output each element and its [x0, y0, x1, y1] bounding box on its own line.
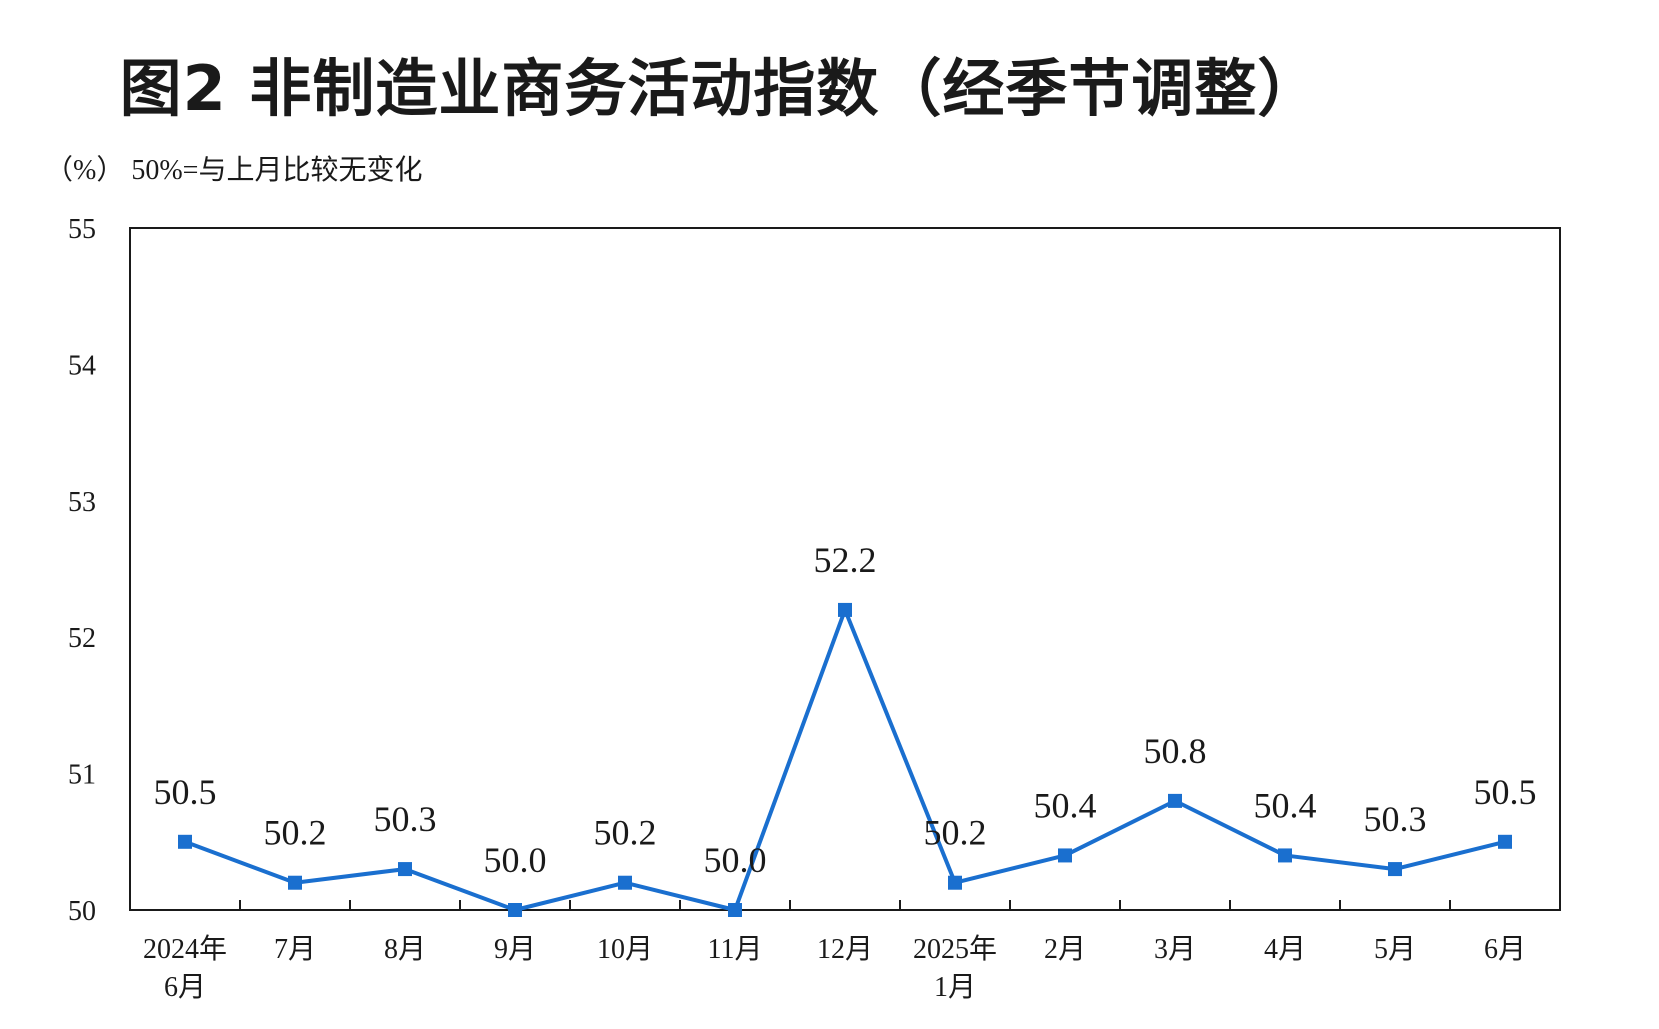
- x-tick-label: 10月: [597, 934, 653, 965]
- data-point-marker: [838, 602, 852, 617]
- data-label: 50.3: [1364, 799, 1427, 839]
- x-tick-label-line: 6月: [1484, 934, 1526, 965]
- data-label: 50.2: [264, 813, 327, 853]
- x-tick-label-line: 2025年: [913, 933, 997, 965]
- data-label: 50.0: [484, 840, 547, 880]
- x-tick-label-line: 12月: [817, 934, 873, 965]
- plot-frame: [129, 227, 1561, 911]
- x-tick-label-line: 3月: [1154, 934, 1196, 965]
- data-point-marker: [728, 903, 742, 917]
- y-tick-label: 55: [68, 214, 96, 245]
- x-tick-label: 7月: [274, 934, 316, 965]
- x-tick-label: 8月: [384, 934, 426, 965]
- x-tick-label-line: 2024年: [143, 933, 227, 965]
- x-tick-label: 2月: [1044, 934, 1086, 965]
- x-tick-label: 2024年 6月: [143, 933, 227, 1003]
- data-point-marker: [508, 903, 522, 917]
- x-tick-label-line: 4月: [1264, 934, 1306, 965]
- data-point-marker: [398, 862, 412, 877]
- unit-note: （%） 50%=与上月比较无变化: [45, 155, 423, 186]
- x-tick-label: 2025年 1月: [913, 933, 997, 1003]
- x-tick-label-line: 11月: [708, 934, 763, 965]
- y-tick-label: 50: [68, 896, 96, 927]
- x-tick-label: 6月: [1484, 934, 1526, 965]
- data-point-marker: [948, 875, 962, 890]
- x-tick-label-line: 5月: [1374, 934, 1416, 965]
- data-label: 50.5: [1474, 772, 1537, 812]
- series-line: [184, 607, 1506, 912]
- data-label: 50.3: [374, 799, 437, 839]
- x-tick-label-line: 8月: [384, 934, 426, 965]
- data-point-marker: [1498, 834, 1512, 849]
- x-tick-label: 12月: [817, 934, 873, 965]
- data-label: 50.4: [1034, 785, 1097, 825]
- data-point-marker: [1168, 793, 1182, 808]
- data-label: 50.4: [1254, 785, 1317, 825]
- chart-title: 图2 非制造业商务活动指数（经季节调整）: [119, 52, 1321, 125]
- x-tick-label-line: 6月: [164, 972, 206, 1003]
- data-point-marker: [618, 875, 632, 890]
- x-tick-label: 11月: [708, 934, 763, 965]
- data-label: 50.5: [154, 772, 217, 812]
- data-point-marker: [1058, 848, 1072, 863]
- x-tick-label-line: 7月: [274, 934, 316, 965]
- data-point-marker: [178, 834, 192, 849]
- data-point-marker: [1278, 848, 1292, 863]
- data-label: 50.2: [594, 813, 657, 853]
- x-tick-label-line: 10月: [597, 934, 653, 965]
- y-tick-label: 54: [68, 350, 96, 381]
- data-label: 50.2: [924, 813, 987, 853]
- data-label: 50.8: [1144, 731, 1207, 771]
- x-tick-label: 5月: [1374, 934, 1416, 965]
- data-point-marker: [1388, 862, 1402, 877]
- x-tick-label-line: 1月: [934, 972, 976, 1003]
- x-tick-label: 9月: [494, 934, 536, 965]
- y-tick-label: 53: [68, 487, 96, 518]
- x-tick-label: 4月: [1264, 934, 1306, 965]
- x-tick-label-line: 9月: [494, 934, 536, 965]
- data-point-marker: [288, 875, 302, 890]
- x-tick-label: 3月: [1154, 934, 1196, 965]
- data-label: 52.2: [814, 540, 877, 580]
- y-tick-label: 52: [68, 623, 96, 654]
- data-label: 50.0: [704, 840, 767, 880]
- x-tick-label-line: 2月: [1044, 934, 1086, 965]
- y-tick-label: 51: [68, 760, 96, 791]
